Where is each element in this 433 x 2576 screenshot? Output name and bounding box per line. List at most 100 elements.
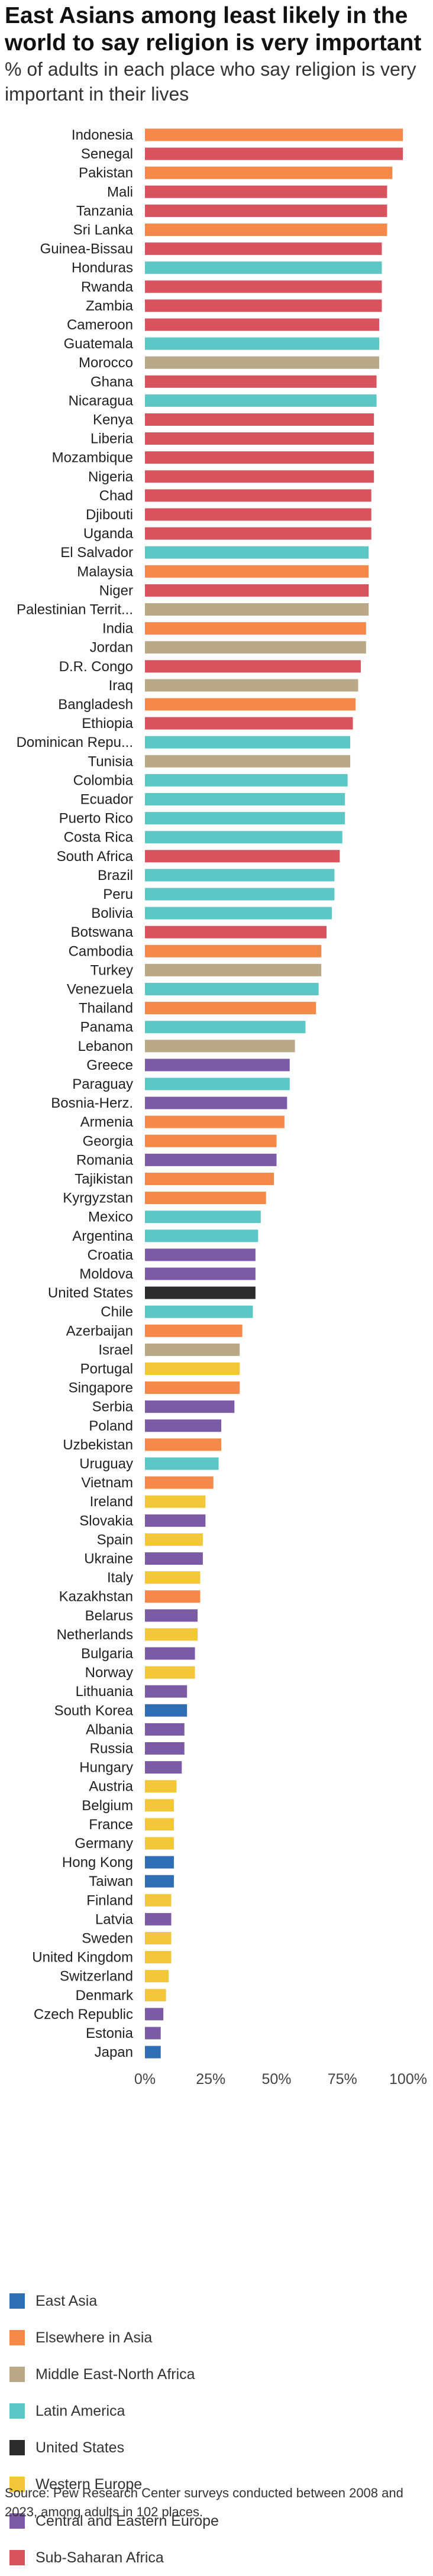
source-note: Source: Pew Research Center surveys cond…	[5, 2486, 403, 2519]
bar-label-zambia: Zambia	[86, 298, 134, 314]
bar-bulgaria	[145, 1647, 195, 1660]
bar-label-estonia: Estonia	[86, 2025, 134, 2041]
legend-label: Sub-Saharan Africa	[35, 2549, 164, 2566]
bar-label-hong-kong: Hong Kong	[62, 1855, 133, 1870]
bar-d-r-congo	[145, 660, 361, 673]
bar-label-mexico: Mexico	[88, 1209, 133, 1225]
bar-denmark	[145, 1989, 166, 2002]
bar-label-kyrgyzstan: Kyrgyzstan	[63, 1190, 133, 1206]
bar-romania	[145, 1153, 277, 1166]
bar-label-honduras: Honduras	[72, 260, 133, 276]
bar-slovakia	[145, 1514, 206, 1527]
bar-label-tajikistan: Tajikistan	[75, 1172, 133, 1187]
bar-label-lebanon: Lebanon	[78, 1038, 133, 1054]
bar-label-puerto-rico: Puerto Rico	[59, 811, 133, 827]
bar-armenia	[145, 1115, 285, 1128]
bar-label-taiwan: Taiwan	[89, 1873, 133, 1889]
bar-label-tanzania: Tanzania	[76, 203, 134, 219]
bar-guinea-bissau	[145, 242, 382, 255]
legend-item-elsewhere-in-asia: Elsewhere in Asia	[9, 2319, 424, 2356]
bar-mozambique	[145, 451, 374, 464]
bar-label-portugal: Portugal	[80, 1361, 133, 1377]
bar-south-korea	[145, 1704, 188, 1717]
bar-peru	[145, 888, 335, 901]
bar-zambia	[145, 299, 382, 312]
bar-label-guinea-bissau: Guinea-Bissau	[40, 241, 133, 257]
legend-item-east-asia: East Asia	[9, 2283, 424, 2319]
bar-label-uruguay: Uruguay	[79, 1456, 133, 1472]
bar-label-germany: Germany	[75, 1836, 133, 1852]
bar-uzbekistan	[145, 1438, 222, 1451]
bar-label-d-r-congo: D.R. Congo	[59, 659, 133, 675]
legend-swatch	[9, 2293, 25, 2309]
bar-label-senegal: Senegal	[81, 146, 133, 162]
bar-label-armenia: Armenia	[80, 1114, 134, 1130]
bar-paraguay	[145, 1077, 290, 1090]
bar-el-salvador	[145, 546, 369, 559]
bar-austria	[145, 1780, 177, 1793]
bar-brazil	[145, 869, 335, 882]
bar-bolivia	[145, 907, 332, 920]
legend-swatch	[9, 2403, 25, 2419]
bar-uruguay	[145, 1457, 219, 1470]
bar-label-russia: Russia	[90, 1741, 134, 1757]
bar-label-tunisia: Tunisia	[88, 753, 134, 769]
bar-latvia	[145, 1912, 172, 1925]
bar-spain	[145, 1533, 203, 1546]
bar-label-chile: Chile	[101, 1304, 133, 1320]
bar-label-georgia: Georgia	[83, 1133, 134, 1149]
bar-ethiopia	[145, 717, 353, 730]
bar-label-romania: Romania	[76, 1152, 134, 1168]
legend-label: East Asia	[35, 2292, 98, 2309]
bar-estonia	[145, 2027, 161, 2040]
legend-item-middle-east-north-africa: Middle East-North Africa	[9, 2356, 424, 2393]
bar-ecuador	[145, 793, 345, 805]
bar-finland	[145, 1894, 172, 1907]
bar-label-bolivia: Bolivia	[91, 905, 133, 921]
bar-norway	[145, 1666, 195, 1679]
bar-kazakhstan	[145, 1590, 201, 1603]
bar-chart: Indonesia Senegal Pakistan Mali Tanzania Sri …	[17, 127, 427, 2088]
legend-label: Western Europe	[35, 2475, 143, 2493]
bar-india	[145, 622, 366, 635]
bar-singapore	[145, 1381, 240, 1394]
bar-label-sri-lanka: Sri Lanka	[73, 222, 134, 238]
bar-label-lithuania: Lithuania	[76, 1684, 134, 1700]
bar-vietnam	[145, 1476, 214, 1489]
bar-label-nigeria: Nigeria	[88, 469, 134, 485]
bar-label-bosnia-herz: Bosnia-Herz.	[51, 1095, 133, 1111]
bar-chile	[145, 1305, 253, 1318]
bar-label-uzbekistan: Uzbekistan	[63, 1437, 133, 1453]
bar-label-poland: Poland	[89, 1418, 133, 1434]
bar-switzerland	[145, 1970, 169, 1983]
bar-label-costa-rica: Costa Rica	[64, 830, 134, 846]
legend-label: Elsewhere in Asia	[35, 2329, 153, 2346]
bar-sweden	[145, 1932, 172, 1944]
bar-label-czech-republic: Czech Republic	[34, 2007, 133, 2022]
bar-label-united-states: United States	[48, 1285, 133, 1301]
bar-malaysia	[145, 565, 369, 578]
bar-indonesia	[145, 128, 403, 141]
bar-hungary	[145, 1761, 182, 1774]
bar-label-austria: Austria	[89, 1779, 133, 1795]
bar-label-bulgaria: Bulgaria	[81, 1646, 134, 1662]
bar-panama	[145, 1021, 306, 1034]
x-tick-label: 75%	[328, 2071, 357, 2088]
bar-label-indonesia: Indonesia	[72, 127, 134, 143]
bar-belarus	[145, 1609, 198, 1622]
legend-label: United States	[35, 2439, 125, 2456]
bar-label-peru: Peru	[103, 886, 133, 902]
bar-label-malaysia: Malaysia	[77, 564, 133, 580]
bar-label-el-salvador: El Salvador	[60, 545, 133, 561]
bar-label-albania: Albania	[86, 1721, 134, 1737]
bar-israel	[145, 1343, 240, 1356]
bar-rwanda	[145, 280, 382, 293]
bar-label-jordan: Jordan	[90, 640, 133, 656]
bar-label-niger: Niger	[99, 582, 133, 598]
legend-item-latin-america: Latin America	[9, 2393, 424, 2429]
bar-label-mozambique: Mozambique	[52, 450, 133, 466]
bar-label-vietnam: Vietnam	[81, 1475, 133, 1491]
bar-georgia	[145, 1134, 277, 1147]
bar-label-serbia: Serbia	[92, 1399, 134, 1415]
legend-swatch	[9, 2367, 25, 2382]
